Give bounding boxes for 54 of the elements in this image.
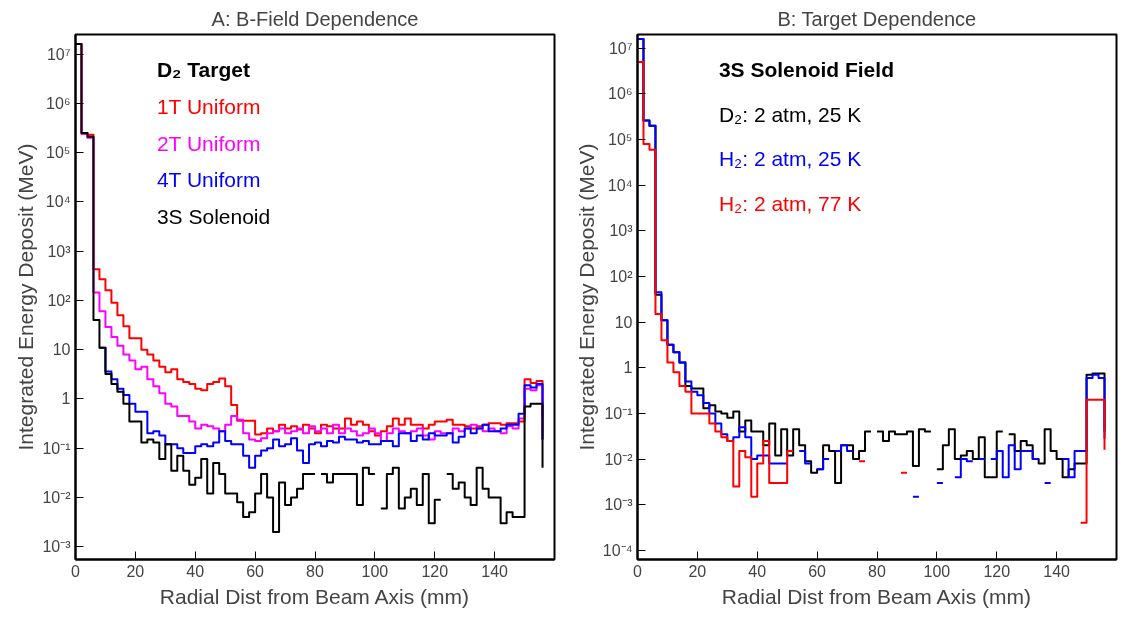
y-tick-label: 10⁻² [42,488,72,506]
x-tick-label: 0 [633,562,643,580]
y-tick-label: 10³ [47,242,72,260]
y-tick-label: 10 [614,313,633,331]
y-tick-label: 10⁻¹ [604,404,633,422]
x-tick-label: 60 [246,562,265,580]
y-tick-label: 10⁴ [607,176,633,194]
x-tick-label: 140 [1043,562,1071,580]
x-tick-label: 20 [688,562,707,580]
x-tick-label: 80 [868,562,886,580]
x-tick-label: 0 [71,562,81,580]
x-tick-label: 120 [421,562,449,580]
y-tick-label: 10⁷ [608,39,633,57]
y-tick-label: 10⁻¹ [42,439,71,457]
y-tick-label: 10² [609,267,634,285]
y-tick-label: 10² [47,291,72,309]
text: 4T Uniform [156,168,261,192]
y-tick-label: 10⁻² [604,450,634,468]
y-tick-label: 10⁶ [46,94,71,112]
x-tick-label: 100 [923,562,951,580]
text: 3S Solenoid [156,205,271,229]
y-tick-label: 1 [623,359,633,377]
x-tick-label: 60 [808,562,827,580]
x-tick-label: 20 [126,562,145,580]
legend-title: 3S Solenoid Field [718,58,894,82]
text: D₂: 2 atm, 25 K [718,102,862,126]
x-tick-label: 40 [748,562,767,580]
text: H₂: 2 atm, 25 K [718,147,862,171]
chart-title: B: Target Dependence [777,7,977,30]
x-axis-title: Radial Dist from Beam Axis (mm) [159,584,470,608]
chart-title: A: B-Field Dependence [211,7,419,30]
text: 2T Uniform [156,131,261,155]
y-tick-label: 10⁷ [46,45,71,63]
y-tick-label: 10⁴ [45,193,71,211]
x-tick-label: 80 [306,562,324,580]
y-axis-title: Integrated Energy Deposit (MeV) [574,143,598,451]
y-tick-label: 10⁻³ [42,538,72,556]
text: H₂: 2 atm, 77 K [718,192,862,215]
y-tick-label: 10⁻⁴ [602,541,633,559]
y-tick-label: 10³ [609,222,634,240]
y-axis-title: Integrated Energy Deposit (MeV) [14,143,38,451]
x-tick-label: 120 [983,562,1011,580]
text: 1T Uniform [156,94,261,118]
y-tick-label: 10 [52,341,71,359]
legend-title: D₂ Target [156,58,250,82]
x-tick-label: 40 [186,562,205,580]
y-tick-label: 10⁻³ [604,496,634,514]
x-axis-title: Radial Dist from Beam Axis (mm) [721,584,1032,608]
y-tick-label: 10⁵ [46,144,71,162]
x-tick-label: 140 [481,562,509,580]
y-tick-label: 10⁵ [608,131,633,149]
y-tick-label: 1 [61,390,71,408]
y-tick-label: 10⁶ [608,85,633,103]
x-tick-label: 100 [361,562,389,580]
